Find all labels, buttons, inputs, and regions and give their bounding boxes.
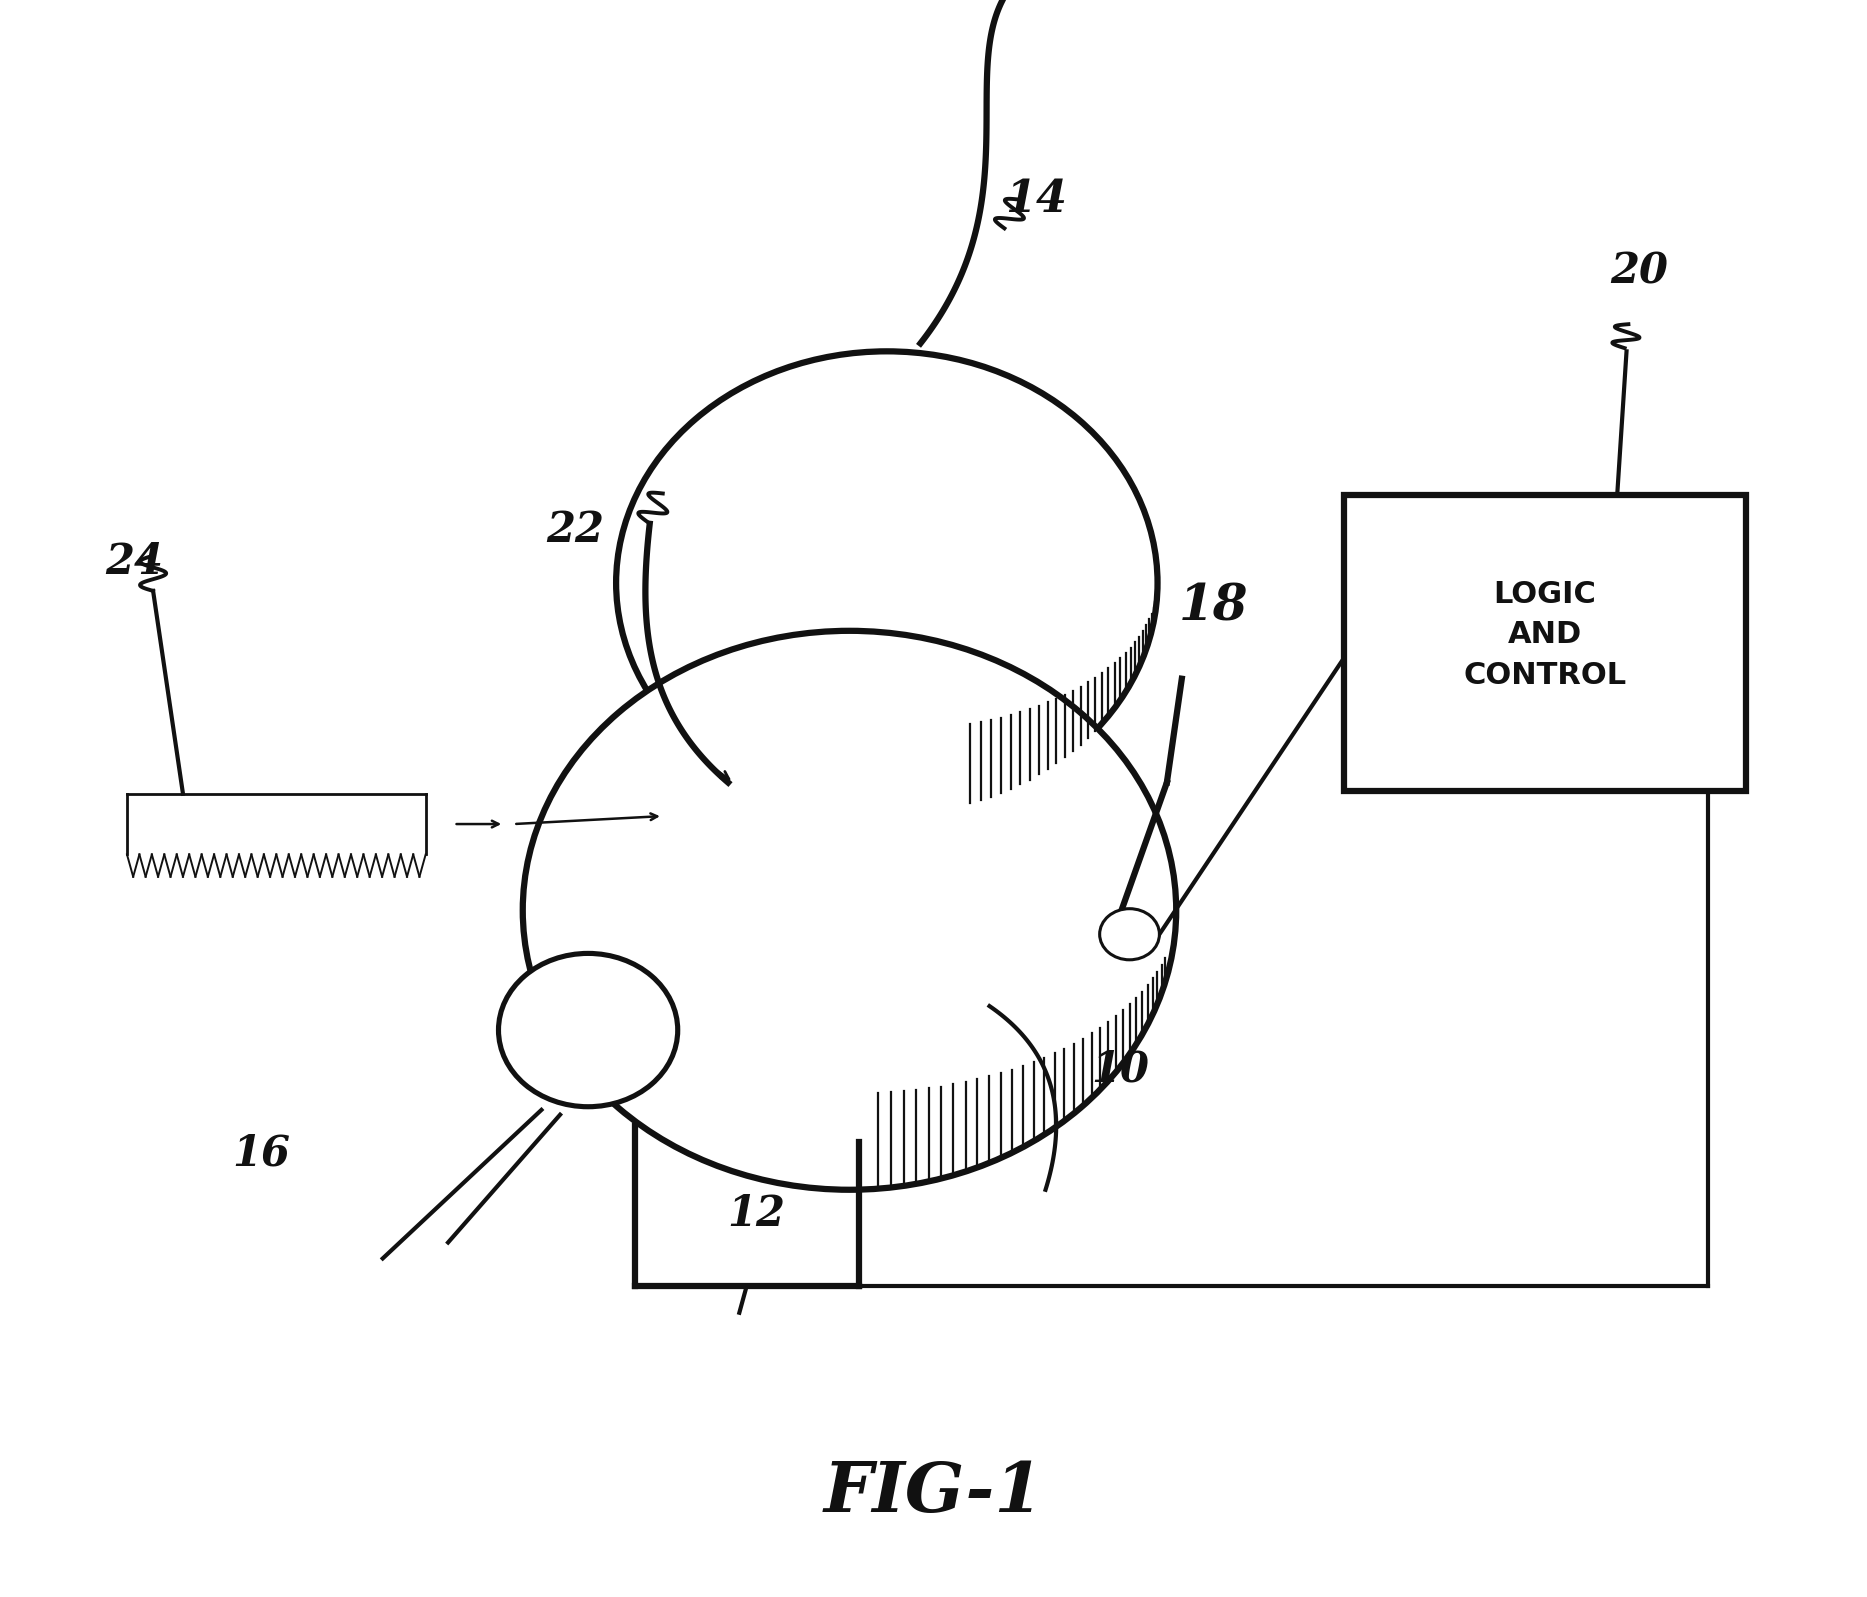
Text: 18: 18 bbox=[1178, 583, 1249, 631]
Text: 10: 10 bbox=[1090, 1049, 1150, 1091]
Text: 16: 16 bbox=[232, 1132, 291, 1174]
Text: 24: 24 bbox=[105, 541, 164, 583]
Text: FIG-1: FIG-1 bbox=[823, 1460, 1044, 1527]
Circle shape bbox=[498, 953, 678, 1107]
Text: 22: 22 bbox=[545, 509, 605, 551]
Text: 12: 12 bbox=[726, 1193, 786, 1234]
Text: 14: 14 bbox=[1004, 179, 1068, 220]
Text: LOGIC
AND
CONTROL: LOGIC AND CONTROL bbox=[1464, 580, 1626, 690]
Circle shape bbox=[1100, 909, 1159, 960]
Circle shape bbox=[523, 631, 1176, 1190]
Bar bbox=[1344, 495, 1746, 791]
Text: 20: 20 bbox=[1609, 251, 1669, 292]
Circle shape bbox=[616, 351, 1158, 814]
